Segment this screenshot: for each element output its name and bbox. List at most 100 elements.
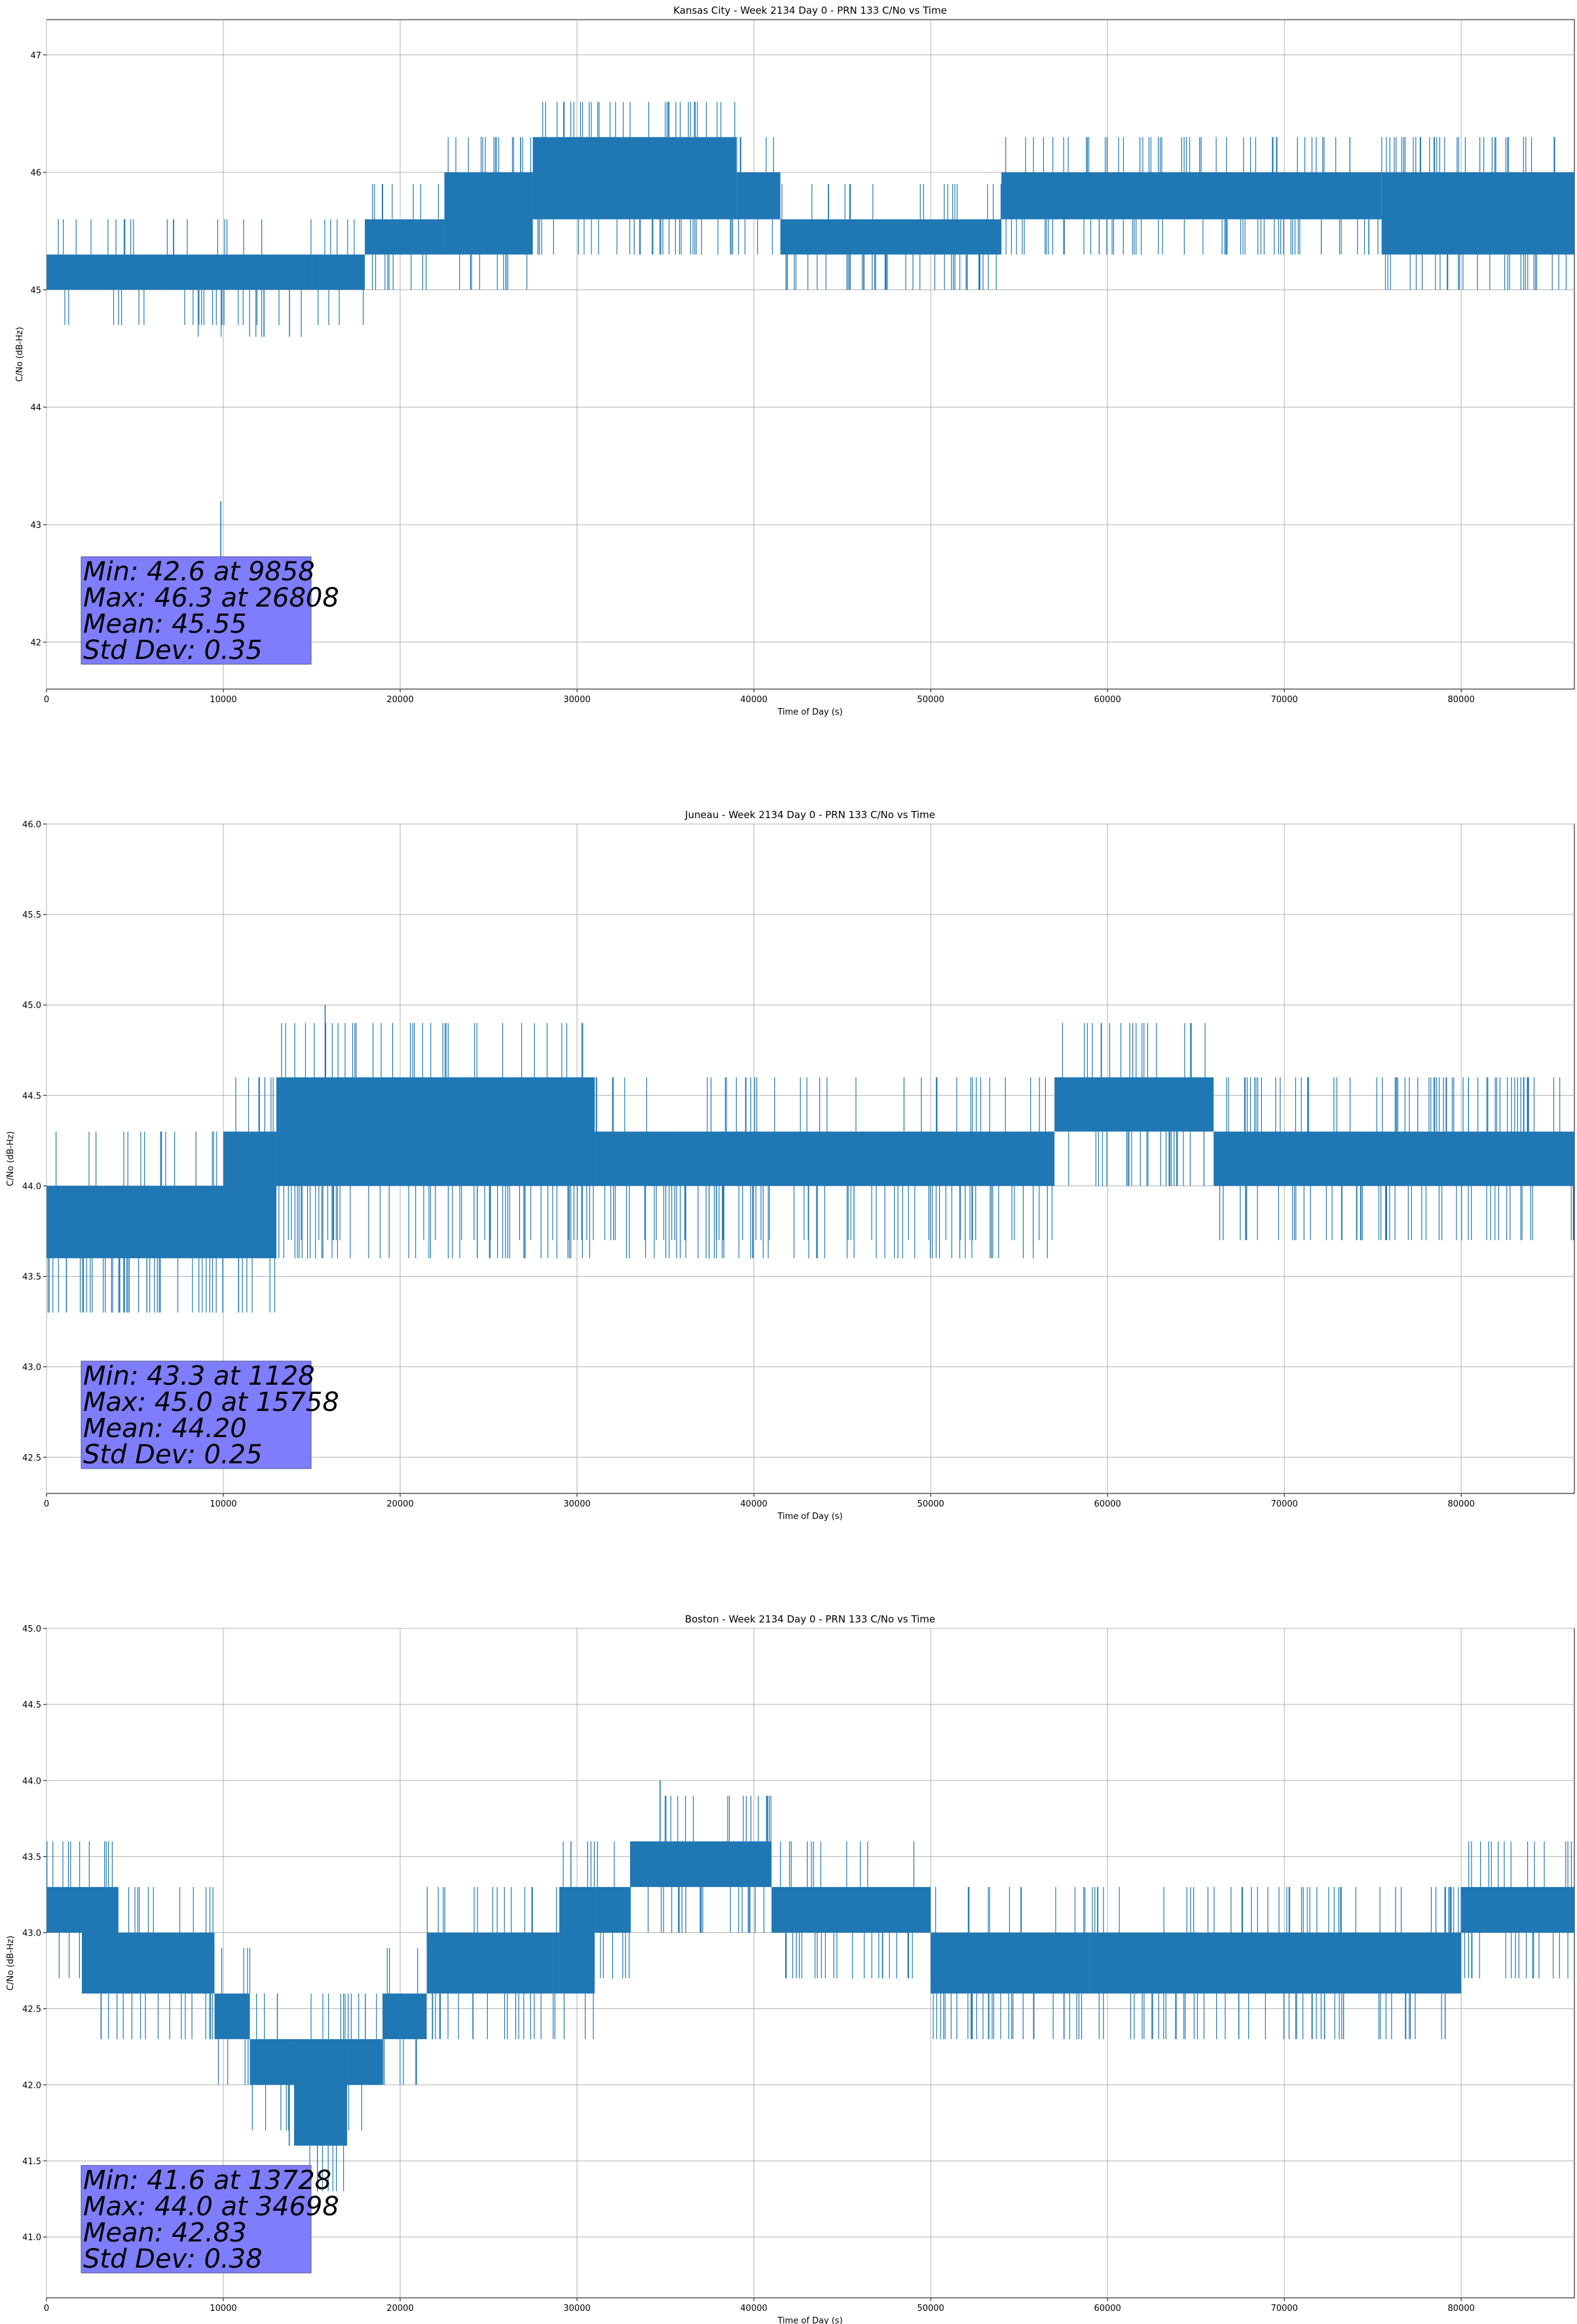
y-tick-label: 44.0 bbox=[22, 1182, 41, 1191]
stats-std-dev: Std Dev: 0.38 bbox=[83, 2244, 263, 2274]
data-band bbox=[736, 172, 781, 219]
x-tick-label: 0 bbox=[44, 695, 49, 705]
data-band bbox=[595, 1886, 631, 1933]
stats-max: Max: 45.0 at 15758 bbox=[83, 1387, 339, 1417]
data-band bbox=[365, 219, 445, 255]
stats-box: Min: 43.3 at 1128 Max: 45.0 at 15758 Mea… bbox=[81, 1360, 339, 1470]
x-tick-label: 40000 bbox=[740, 1499, 767, 1509]
x-tick-label: 60000 bbox=[1094, 2304, 1121, 2314]
y-tick-label: 43.0 bbox=[22, 1929, 41, 1939]
y-tick-label: 44.5 bbox=[22, 1700, 41, 1710]
data-band bbox=[1381, 172, 1574, 255]
chart-panel-boston: 0 10000 20000 30000 40000 50000 60000 70000 8000… bbox=[6, 1613, 1575, 2324]
stats-std-dev: Std Dev: 0.35 bbox=[83, 635, 263, 665]
x-tick-label: 20000 bbox=[386, 1499, 413, 1509]
x-tick-label: 50000 bbox=[917, 2304, 944, 2314]
x-tick-label: 40000 bbox=[740, 695, 767, 705]
axis-ticks: 0 10000 20000 30000 40000 50000 60000 70000 8000… bbox=[30, 51, 1474, 705]
data-band bbox=[347, 2039, 383, 2085]
x-tick-label: 80000 bbox=[1448, 695, 1475, 705]
y-tick-label: 42.0 bbox=[22, 2081, 41, 2091]
y-tick-label: 45.0 bbox=[22, 1624, 41, 1634]
x-tick-label: 10000 bbox=[210, 2304, 236, 2314]
y-tick-label: 43 bbox=[30, 521, 41, 531]
stats-std-dev: Std Dev: 0.25 bbox=[83, 1440, 263, 1470]
y-axis-label: C/No (dB-Hz) bbox=[6, 1131, 16, 1186]
x-tick-label: 50000 bbox=[917, 695, 944, 705]
stats-min: Min: 42.6 at 9858 bbox=[83, 557, 315, 587]
data-band bbox=[214, 1993, 250, 2040]
y-tick-label: 44.0 bbox=[22, 1776, 41, 1786]
x-tick-label: 80000 bbox=[1448, 2304, 1475, 2314]
data-band bbox=[426, 1932, 560, 1994]
x-tick-label: 0 bbox=[44, 1499, 49, 1509]
data-band bbox=[117, 1932, 215, 1994]
data-band bbox=[1054, 1077, 1214, 1132]
axis-ticks: 0 10000 20000 30000 40000 50000 60000 70000 8000… bbox=[22, 1624, 1475, 2314]
stats-box: Min: 41.6 at 13728 Max: 44.0 at 34698 Me… bbox=[81, 2165, 339, 2274]
data-band bbox=[46, 1186, 224, 1258]
x-axis-label: Time of Day (s) bbox=[777, 707, 842, 717]
chart-title: Boston - Week 2134 Day 0 - PRN 133 C/No … bbox=[685, 1613, 935, 1625]
x-axis-label: Time of Day (s) bbox=[777, 1512, 842, 1522]
y-tick-label: 43.0 bbox=[22, 1363, 41, 1373]
stats-max: Max: 44.0 at 34698 bbox=[83, 2192, 339, 2222]
data-band bbox=[46, 1886, 83, 1933]
data-band bbox=[312, 254, 365, 290]
data-band bbox=[223, 1131, 277, 1258]
data-band bbox=[382, 1993, 427, 2040]
x-tick-label: 60000 bbox=[1094, 1499, 1121, 1509]
x-axis-label: Time of Day (s) bbox=[777, 2316, 842, 2324]
data-band bbox=[444, 172, 533, 255]
stats-box: Min: 42.6 at 9858 Max: 46.3 at 26808 Mea… bbox=[81, 556, 339, 665]
stats-mean: Mean: 45.55 bbox=[83, 609, 247, 639]
x-tick-label: 70000 bbox=[1271, 1499, 1297, 1509]
x-tick-label: 20000 bbox=[386, 695, 413, 705]
data-band bbox=[1090, 1932, 1462, 1994]
stats-mean: Mean: 42.83 bbox=[83, 2218, 247, 2248]
chart-title: Juneau - Week 2134 Day 0 - PRN 133 C/No … bbox=[684, 809, 935, 821]
x-tick-label: 40000 bbox=[740, 2304, 767, 2314]
chart-panel-juneau: 0 10000 20000 30000 40000 50000 60000 70000 8000… bbox=[6, 809, 1575, 1522]
stats-min: Min: 41.6 at 13728 bbox=[83, 2165, 331, 2196]
chart-title: Kansas City - Week 2134 Day 0 - PRN 133 … bbox=[673, 5, 947, 16]
x-tick-label: 20000 bbox=[386, 2304, 413, 2314]
data-band bbox=[771, 1886, 931, 1933]
x-tick-label: 60000 bbox=[1094, 695, 1121, 705]
y-tick-label: 45.0 bbox=[22, 1001, 41, 1011]
x-tick-label: 30000 bbox=[563, 1499, 590, 1509]
y-tick-label: 46.0 bbox=[22, 820, 41, 830]
data-series bbox=[46, 102, 1574, 572]
data-band bbox=[1461, 1886, 1574, 1933]
x-tick-label: 30000 bbox=[563, 695, 590, 705]
data-band bbox=[250, 2039, 295, 2085]
x-tick-label: 70000 bbox=[1271, 695, 1297, 705]
y-tick-label: 41.0 bbox=[22, 2233, 41, 2243]
y-tick-label: 45 bbox=[30, 286, 41, 295]
data-band bbox=[595, 1131, 1055, 1186]
y-axis-label: C/No (dB-Hz) bbox=[15, 327, 25, 382]
y-tick-label: 43.5 bbox=[22, 1273, 41, 1283]
data-band bbox=[559, 1886, 595, 1994]
data-band bbox=[931, 1932, 1090, 1994]
y-tick-label: 47 bbox=[30, 51, 41, 61]
y-tick-label: 42 bbox=[30, 638, 41, 648]
stats-min: Min: 43.3 at 1128 bbox=[83, 1361, 315, 1391]
data-band bbox=[276, 1077, 595, 1186]
y-tick-label: 45.5 bbox=[22, 910, 41, 920]
data-band bbox=[153, 254, 312, 290]
data-band bbox=[82, 1886, 118, 1994]
data-band bbox=[630, 1841, 772, 1887]
data-band bbox=[1214, 1131, 1574, 1186]
y-tick-label: 42.5 bbox=[22, 1453, 41, 1463]
data-series bbox=[46, 1780, 1574, 2192]
y-tick-label: 46 bbox=[30, 168, 41, 178]
x-tick-label: 0 bbox=[44, 2304, 49, 2314]
x-tick-label: 10000 bbox=[210, 1499, 236, 1509]
data-band bbox=[532, 137, 737, 219]
data-band bbox=[780, 219, 1002, 255]
x-tick-label: 80000 bbox=[1448, 1499, 1475, 1509]
y-axis-label: C/No (dB-Hz) bbox=[6, 1936, 16, 1991]
x-tick-label: 10000 bbox=[210, 695, 236, 705]
